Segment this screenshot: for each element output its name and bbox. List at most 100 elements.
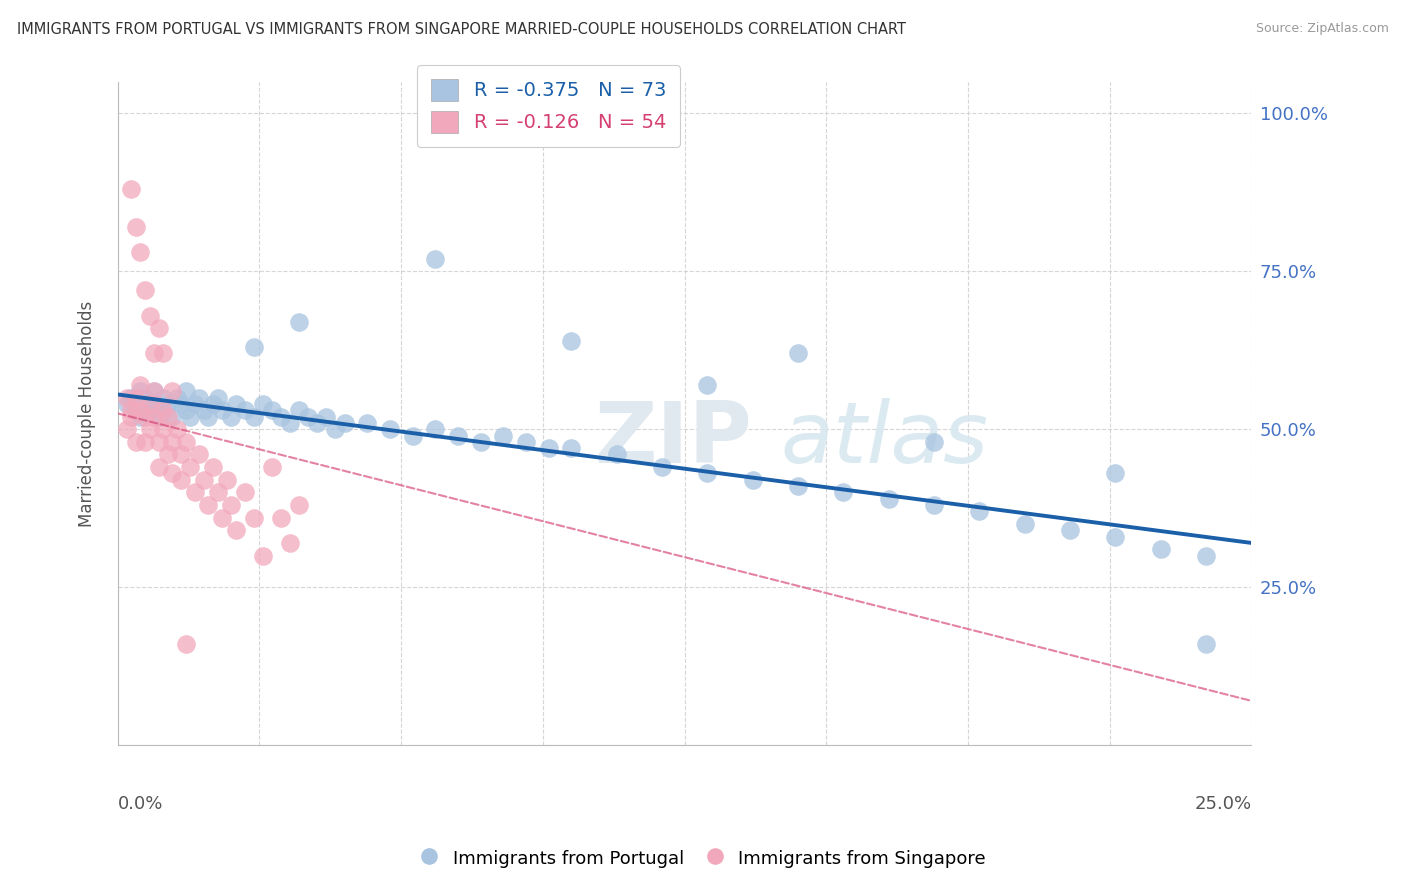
Point bbox=[297, 409, 319, 424]
Point bbox=[115, 422, 138, 436]
Point bbox=[170, 397, 193, 411]
Point bbox=[288, 498, 311, 512]
Point bbox=[174, 403, 197, 417]
Point bbox=[184, 397, 207, 411]
Point bbox=[148, 460, 170, 475]
Point bbox=[606, 448, 628, 462]
Point bbox=[156, 397, 179, 411]
Point bbox=[179, 409, 201, 424]
Point bbox=[315, 409, 337, 424]
Point bbox=[160, 467, 183, 481]
Point bbox=[152, 391, 174, 405]
Point bbox=[741, 473, 763, 487]
Text: Source: ZipAtlas.com: Source: ZipAtlas.com bbox=[1256, 22, 1389, 36]
Point bbox=[787, 346, 810, 360]
Legend: R = -0.375   N = 73, R = -0.126   N = 54: R = -0.375 N = 73, R = -0.126 N = 54 bbox=[418, 65, 679, 147]
Point bbox=[378, 422, 401, 436]
Point bbox=[225, 397, 247, 411]
Point bbox=[969, 504, 991, 518]
Point bbox=[134, 283, 156, 297]
Point bbox=[922, 498, 945, 512]
Point bbox=[202, 460, 225, 475]
Point bbox=[252, 549, 274, 563]
Point bbox=[120, 403, 142, 417]
Text: 0.0%: 0.0% bbox=[118, 795, 163, 813]
Point bbox=[160, 434, 183, 449]
Point bbox=[174, 434, 197, 449]
Point bbox=[1104, 467, 1126, 481]
Point bbox=[225, 523, 247, 537]
Point bbox=[651, 460, 673, 475]
Point bbox=[1195, 637, 1218, 651]
Point bbox=[166, 422, 188, 436]
Point bbox=[537, 441, 560, 455]
Point bbox=[174, 384, 197, 399]
Point bbox=[160, 409, 183, 424]
Point bbox=[278, 416, 301, 430]
Point bbox=[156, 409, 179, 424]
Point bbox=[211, 403, 233, 417]
Text: IMMIGRANTS FROM PORTUGAL VS IMMIGRANTS FROM SINGAPORE MARRIED-COUPLE HOUSEHOLDS : IMMIGRANTS FROM PORTUGAL VS IMMIGRANTS F… bbox=[17, 22, 905, 37]
Point bbox=[215, 473, 238, 487]
Point bbox=[425, 252, 447, 266]
Point bbox=[1150, 542, 1173, 557]
Point bbox=[211, 510, 233, 524]
Point bbox=[143, 384, 166, 399]
Point bbox=[560, 441, 582, 455]
Legend: Immigrants from Portugal, Immigrants from Singapore: Immigrants from Portugal, Immigrants fro… bbox=[411, 838, 995, 879]
Point bbox=[125, 220, 148, 235]
Point bbox=[278, 536, 301, 550]
Point bbox=[188, 448, 211, 462]
Point bbox=[174, 637, 197, 651]
Point bbox=[207, 391, 229, 405]
Point bbox=[425, 422, 447, 436]
Point bbox=[125, 391, 148, 405]
Point bbox=[307, 416, 329, 430]
Point bbox=[125, 434, 148, 449]
Y-axis label: Married-couple Households: Married-couple Households bbox=[79, 301, 96, 526]
Point bbox=[260, 403, 283, 417]
Point bbox=[188, 391, 211, 405]
Point bbox=[270, 409, 292, 424]
Point bbox=[143, 384, 166, 399]
Point bbox=[243, 340, 266, 354]
Point bbox=[787, 479, 810, 493]
Point bbox=[184, 485, 207, 500]
Point bbox=[922, 434, 945, 449]
Point bbox=[219, 409, 242, 424]
Point bbox=[129, 378, 152, 392]
Point bbox=[170, 448, 193, 462]
Point bbox=[492, 428, 515, 442]
Point bbox=[134, 391, 156, 405]
Point bbox=[120, 409, 142, 424]
Point bbox=[148, 434, 170, 449]
Point bbox=[560, 334, 582, 348]
Point bbox=[197, 498, 219, 512]
Point bbox=[129, 245, 152, 260]
Point bbox=[143, 409, 166, 424]
Point bbox=[219, 498, 242, 512]
Point bbox=[138, 422, 160, 436]
Point bbox=[129, 384, 152, 399]
Point bbox=[1014, 516, 1036, 531]
Point bbox=[470, 434, 492, 449]
Point bbox=[120, 391, 142, 405]
Point bbox=[179, 460, 201, 475]
Point bbox=[143, 346, 166, 360]
Point bbox=[252, 397, 274, 411]
Point bbox=[138, 397, 160, 411]
Point bbox=[156, 448, 179, 462]
Point bbox=[166, 391, 188, 405]
Point bbox=[148, 321, 170, 335]
Point bbox=[193, 403, 215, 417]
Point bbox=[125, 403, 148, 417]
Point bbox=[115, 391, 138, 405]
Point bbox=[129, 403, 152, 417]
Point bbox=[138, 403, 160, 417]
Point bbox=[1059, 523, 1081, 537]
Point bbox=[288, 315, 311, 329]
Point bbox=[193, 473, 215, 487]
Point bbox=[134, 434, 156, 449]
Point bbox=[325, 422, 347, 436]
Point bbox=[832, 485, 855, 500]
